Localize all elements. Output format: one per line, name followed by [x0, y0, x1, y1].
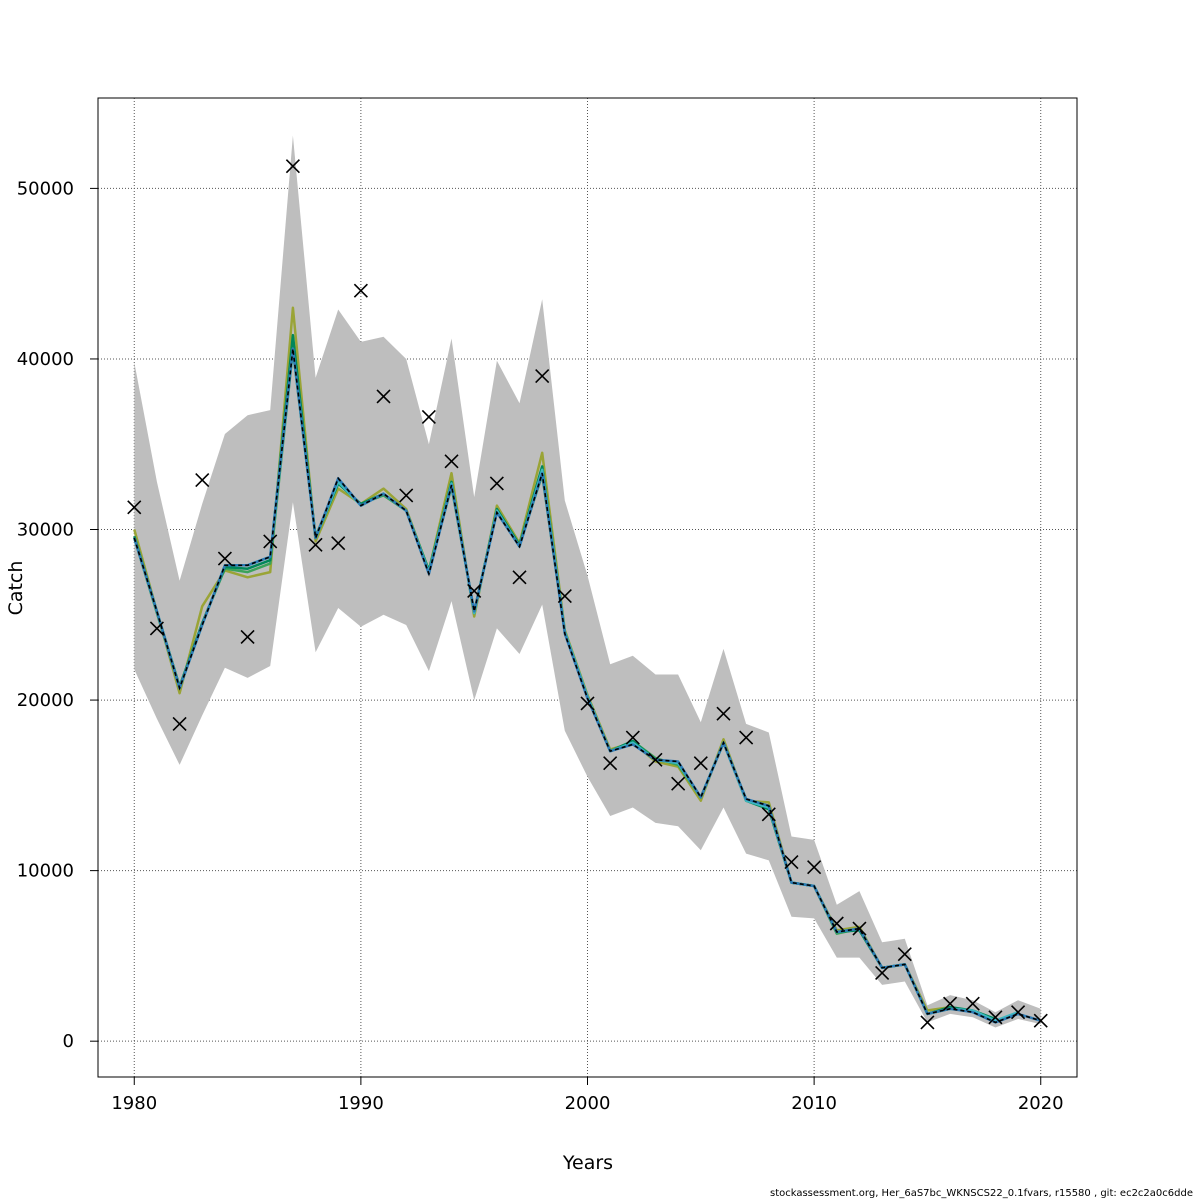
observed-catch-point: [172, 716, 187, 732]
y-tick-label: 40000: [17, 349, 74, 370]
observed-catch-point: [920, 1015, 935, 1030]
y-tick-label: 20000: [17, 690, 74, 711]
x-tick-label: 2020: [1018, 1093, 1064, 1114]
y-axis: 0 10000 20000 30000 40000 50000: [17, 178, 98, 1052]
observed-catch-point: [988, 1010, 1003, 1025]
y-tick-label: 30000: [17, 520, 74, 541]
observed-catch-point: [489, 476, 504, 491]
x-axis: 1980 1990 2000 2010 2020: [111, 1077, 1064, 1114]
observed-catch-point: [580, 696, 595, 711]
observed-catch-markers: [127, 159, 1048, 1030]
observed-catch-point: [217, 551, 232, 566]
observed-catch-point: [240, 629, 255, 645]
observed-catch-point: [852, 921, 867, 936]
observed-catch-point: [784, 855, 799, 870]
x-axis-label: Years: [562, 1152, 613, 1174]
observed-catch-point: [648, 752, 663, 767]
confidence-band-layer: [134, 135, 1041, 1028]
observed-catch-point: [127, 500, 142, 515]
observed-catch-point: [263, 534, 278, 549]
y-axis-label: Catch: [5, 561, 27, 616]
observed-catch-point: [285, 159, 300, 174]
observed-catch-point: [308, 537, 323, 552]
y-tick-label: 10000: [17, 861, 74, 882]
observed-catch-point: [1011, 1005, 1026, 1020]
observed-catch-point: [444, 454, 459, 469]
observed-catch-point: [195, 472, 210, 488]
observed-catch-point: [739, 730, 754, 745]
observed-catch-point: [399, 488, 414, 503]
observed-catch-point: [535, 368, 550, 384]
observed-catch-point: [897, 947, 912, 962]
observed-catch-point: [149, 621, 164, 636]
observed-catch-point: [875, 965, 890, 981]
x-tick-label: 1980: [111, 1093, 157, 1114]
footer-source-text: stockassessment.org, Her_6aS7bc_WKNSCS22…: [770, 1188, 1193, 1199]
observed-catch-point: [1033, 1013, 1048, 1028]
observed-catch-point: [761, 807, 776, 822]
observed-catch-point: [671, 776, 686, 791]
x-tick-label: 2000: [565, 1093, 611, 1114]
confidence-band: [134, 135, 1041, 1028]
retro-series-layer: [133, 306, 1042, 1024]
observed-catch-point: [331, 536, 346, 551]
observed-catch-point: [965, 996, 980, 1011]
observed-catch-point: [829, 916, 844, 931]
observed-catch-point: [512, 570, 527, 585]
observed-catch-point: [807, 860, 822, 875]
x-tick-label: 1990: [338, 1093, 384, 1114]
observed-catch-point: [603, 756, 618, 771]
base-run-line: [133, 348, 1041, 1024]
observed-catch-point: [353, 283, 368, 298]
observed-catch-point: [716, 706, 731, 721]
observed-catch-point: [625, 730, 640, 745]
observed-catch-point: [421, 409, 436, 425]
y-tick-label: 0: [63, 1031, 74, 1052]
observed-catch-point: [467, 583, 482, 598]
y-tick-label: 50000: [17, 178, 74, 199]
observed-catch-point: [376, 389, 391, 404]
observed-catch-point: [943, 996, 958, 1011]
observed-catch-point: [693, 756, 708, 771]
observed-catch-point: [557, 588, 572, 604]
x-tick-label: 2010: [791, 1093, 837, 1114]
